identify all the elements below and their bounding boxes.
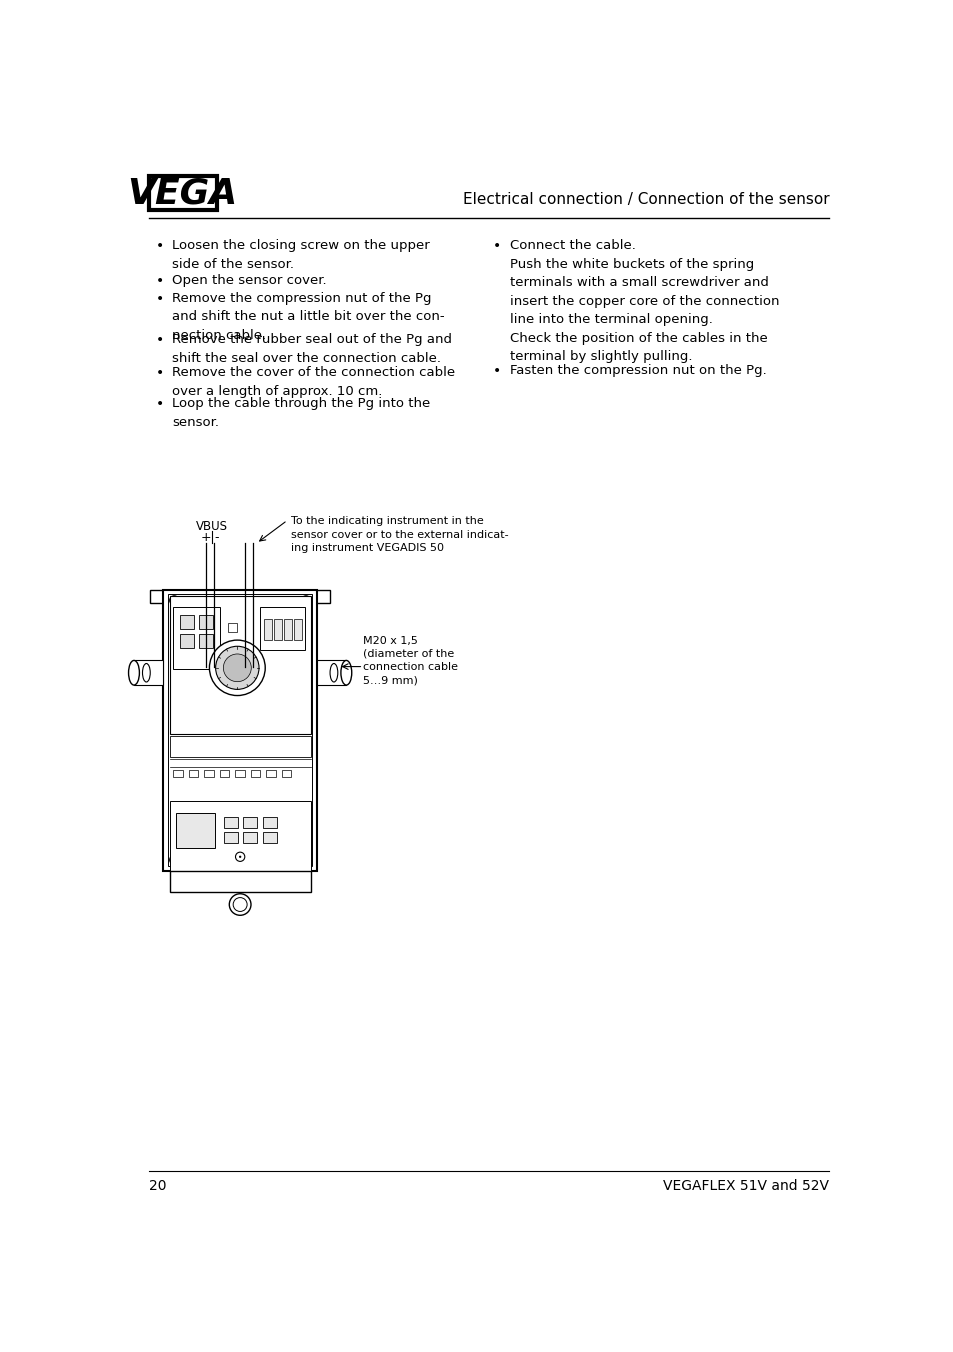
Bar bbox=[260, 607, 305, 650]
Text: Remove the compression nut of the Pg
and shift the nut a little bit over the con: Remove the compression nut of the Pg and… bbox=[172, 292, 444, 342]
Bar bbox=[284, 619, 292, 641]
Text: To the indicating instrument in the
sensor cover or to the external indicat-
ing: To the indicating instrument in the sens… bbox=[291, 516, 508, 553]
Text: •: • bbox=[155, 292, 164, 306]
Ellipse shape bbox=[340, 660, 352, 685]
Bar bbox=[294, 619, 302, 641]
Circle shape bbox=[239, 856, 241, 859]
Bar bbox=[170, 871, 311, 892]
Text: Remove the rubber seal out of the Pg and
shift the seal over the connection cabl: Remove the rubber seal out of the Pg and… bbox=[172, 333, 452, 365]
Circle shape bbox=[235, 852, 245, 861]
Circle shape bbox=[301, 856, 311, 864]
Bar bbox=[173, 769, 183, 777]
Bar bbox=[175, 813, 214, 848]
Text: Loop the cable through the Pg into the
sensor.: Loop the cable through the Pg into the s… bbox=[172, 397, 430, 429]
Text: +: + bbox=[200, 531, 212, 544]
Bar bbox=[149, 176, 216, 210]
Circle shape bbox=[170, 596, 179, 604]
Text: Fasten the compression nut on the Pg.: Fasten the compression nut on the Pg. bbox=[509, 364, 766, 377]
Bar bbox=[170, 735, 311, 757]
Text: •: • bbox=[155, 333, 164, 347]
Bar bbox=[170, 596, 311, 734]
Circle shape bbox=[172, 859, 175, 861]
Bar bbox=[243, 817, 257, 827]
Bar bbox=[204, 769, 213, 777]
Text: Electrical connection / Connection of the sensor: Electrical connection / Connection of th… bbox=[462, 192, 828, 207]
Text: VEGA: VEGA bbox=[128, 176, 237, 210]
Bar bbox=[313, 589, 330, 603]
Bar bbox=[168, 595, 312, 867]
Bar bbox=[243, 831, 257, 842]
Circle shape bbox=[172, 599, 175, 602]
Bar bbox=[133, 660, 163, 685]
Text: VEGAFLEX 51V and 52V: VEGAFLEX 51V and 52V bbox=[662, 1179, 828, 1194]
Circle shape bbox=[170, 856, 179, 864]
Text: Remove the cover of the connection cable
over a length of approx. 10 cm.: Remove the cover of the connection cable… bbox=[172, 366, 455, 397]
Text: Open the sensor cover.: Open the sensor cover. bbox=[172, 274, 326, 287]
Text: •: • bbox=[493, 239, 501, 253]
Text: Connect the cable.
Push the white buckets of the spring
terminals with a small s: Connect the cable. Push the white bucket… bbox=[509, 239, 779, 364]
Bar bbox=[224, 831, 237, 842]
Bar bbox=[199, 634, 213, 648]
Bar bbox=[264, 619, 272, 641]
Bar bbox=[173, 607, 220, 669]
Bar bbox=[282, 769, 291, 777]
Bar bbox=[235, 769, 245, 777]
Circle shape bbox=[215, 646, 259, 690]
Bar bbox=[224, 817, 237, 827]
Bar bbox=[170, 802, 311, 890]
Bar bbox=[262, 831, 276, 842]
Text: -: - bbox=[214, 531, 219, 544]
Bar bbox=[189, 769, 198, 777]
Bar bbox=[150, 589, 167, 603]
Ellipse shape bbox=[129, 660, 139, 685]
Circle shape bbox=[210, 639, 265, 695]
Circle shape bbox=[301, 596, 311, 604]
Bar bbox=[274, 619, 282, 641]
Text: VBUS: VBUS bbox=[195, 521, 228, 533]
Circle shape bbox=[305, 599, 307, 602]
Text: 20: 20 bbox=[149, 1179, 166, 1194]
Bar bbox=[199, 615, 213, 629]
Circle shape bbox=[223, 654, 251, 681]
Bar bbox=[316, 660, 346, 685]
Ellipse shape bbox=[330, 664, 337, 681]
Ellipse shape bbox=[142, 664, 150, 681]
Text: •: • bbox=[493, 364, 501, 379]
Bar bbox=[220, 769, 229, 777]
Bar bbox=[228, 623, 236, 631]
Text: •: • bbox=[155, 397, 164, 411]
Bar bbox=[251, 769, 260, 777]
Bar bbox=[179, 634, 193, 648]
Text: M20 x 1,5
(diameter of the
connection cable
5…9 mm): M20 x 1,5 (diameter of the connection ca… bbox=[363, 635, 457, 685]
Text: •: • bbox=[155, 366, 164, 380]
Circle shape bbox=[305, 859, 307, 861]
Bar bbox=[179, 615, 193, 629]
Text: •: • bbox=[155, 274, 164, 288]
Text: •: • bbox=[155, 239, 164, 253]
Text: Loosen the closing screw on the upper
side of the sensor.: Loosen the closing screw on the upper si… bbox=[172, 239, 429, 270]
Circle shape bbox=[233, 898, 247, 911]
Bar bbox=[163, 589, 316, 871]
Bar bbox=[262, 817, 276, 827]
Circle shape bbox=[229, 894, 251, 915]
Bar bbox=[266, 769, 275, 777]
